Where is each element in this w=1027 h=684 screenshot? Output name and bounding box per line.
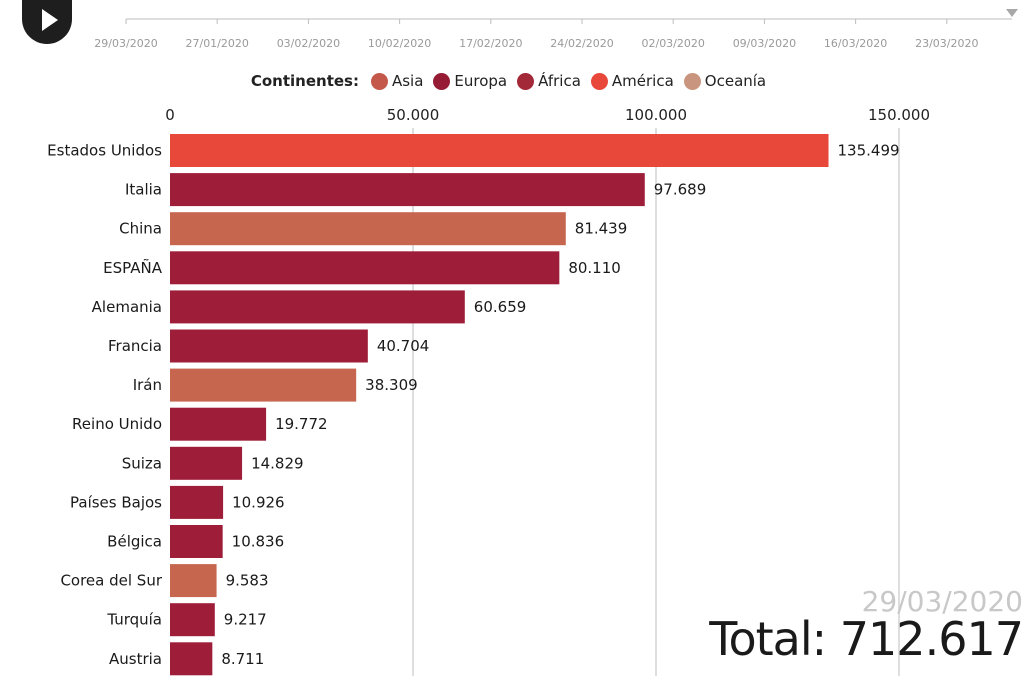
value-label: 9.583 (226, 572, 269, 590)
play-icon (42, 9, 58, 31)
timeline-date-label[interactable]: 29/03/2020 (94, 37, 157, 50)
legend-swatch-asia (370, 72, 388, 90)
bar (170, 446, 243, 480)
x-tick-label: 150.000 (868, 106, 930, 124)
legend-label-america: América (611, 72, 674, 90)
legend-label-oceania: Oceanía (704, 72, 767, 90)
legend-item-asia[interactable]: Asia (370, 72, 424, 90)
x-tick-label: 100.000 (625, 106, 687, 124)
bar (170, 290, 465, 324)
category-label: Alemania (92, 298, 162, 316)
category-label: Estados Unidos (47, 142, 162, 160)
x-tick-label: 0 (165, 106, 175, 124)
bar (170, 525, 223, 558)
timeline-date-label[interactable]: 17/02/2020 (459, 37, 522, 50)
value-label: 80.110 (568, 259, 621, 277)
legend-item-oceania[interactable]: Oceanía (683, 72, 767, 90)
bar (170, 134, 829, 167)
bar (170, 642, 213, 676)
category-label: Austria (109, 650, 162, 668)
timeline-axis[interactable]: 29/03/2020 27/01/2020 03/02/2020 10/02/2020… (0, 0, 1027, 60)
timeline-date-label[interactable]: 24/02/2020 (550, 37, 613, 50)
legend-title: Continentes: (250, 72, 359, 90)
category-label: Reino Unido (72, 415, 162, 433)
bar (170, 485, 224, 519)
bar (170, 564, 217, 598)
timeline-date-label[interactable]: 27/01/2020 (185, 37, 248, 50)
legend: Continentes: Asia Europa África América … (0, 68, 1027, 94)
value-label: 97.689 (654, 181, 707, 199)
bar (170, 603, 215, 637)
bar (170, 407, 267, 441)
timeline-date-label[interactable]: 02/03/2020 (641, 37, 704, 50)
legend-swatch-america (590, 72, 608, 90)
value-label: 8.711 (221, 650, 264, 668)
category-label: Países Bajos (70, 493, 162, 511)
timeline-date-label[interactable]: 09/03/2020 (733, 37, 796, 50)
value-label: 81.439 (575, 220, 628, 238)
legend-label-europa: Europa (454, 72, 508, 90)
total-label: Total: 712.617 (709, 612, 1024, 666)
legend-item-america[interactable]: América (590, 72, 674, 90)
timeline-date-label[interactable]: 10/02/2020 (368, 37, 431, 50)
category-label: ESPAÑA (103, 258, 163, 277)
legend-swatch-oceania (683, 72, 701, 90)
value-label: 135.499 (838, 142, 900, 160)
value-label: 60.659 (474, 298, 527, 316)
legend-item-europa[interactable]: Europa (433, 72, 507, 90)
value-label: 38.309 (365, 376, 418, 394)
category-label: Corea del Sur (60, 572, 162, 590)
value-label: 19.772 (275, 415, 328, 433)
x-tick-label: 50.000 (387, 106, 440, 124)
value-label: 40.704 (377, 337, 430, 355)
legend-label-asia: Asia (391, 72, 424, 90)
category-label: Francia (108, 337, 162, 355)
current-date-label: 29/03/2020 (861, 585, 1023, 618)
value-label: 9.217 (224, 611, 267, 629)
category-label: China (119, 220, 162, 238)
value-label: 10.926 (232, 493, 284, 511)
bar (170, 212, 566, 246)
legend-label-africa: África (538, 72, 581, 90)
value-label: 10.836 (232, 533, 285, 551)
play-button[interactable] (22, 0, 72, 44)
bar (170, 368, 357, 402)
timeline-slider[interactable]: 29/03/2020 27/01/2020 03/02/2020 10/02/2020… (0, 0, 1027, 60)
bar (170, 329, 368, 363)
category-label: Irán (133, 376, 162, 394)
category-label: Turquía (106, 611, 162, 629)
legend-item-africa[interactable]: África (517, 72, 581, 90)
value-label: 14.829 (251, 454, 304, 472)
timeline-date-label[interactable]: 23/03/2020 (915, 37, 978, 50)
category-label: Italia (125, 181, 162, 199)
timeline-date-label[interactable]: 03/02/2020 (277, 37, 340, 50)
timeline-date-label[interactable]: 16/03/2020 (824, 37, 887, 50)
bar (170, 251, 560, 285)
legend-swatch-europa (433, 72, 451, 90)
category-label: Suiza (122, 454, 162, 472)
legend-swatch-africa (517, 72, 535, 90)
category-label: Bélgica (107, 533, 162, 551)
bar (170, 173, 645, 207)
timeline-handle-icon[interactable] (1006, 9, 1018, 17)
